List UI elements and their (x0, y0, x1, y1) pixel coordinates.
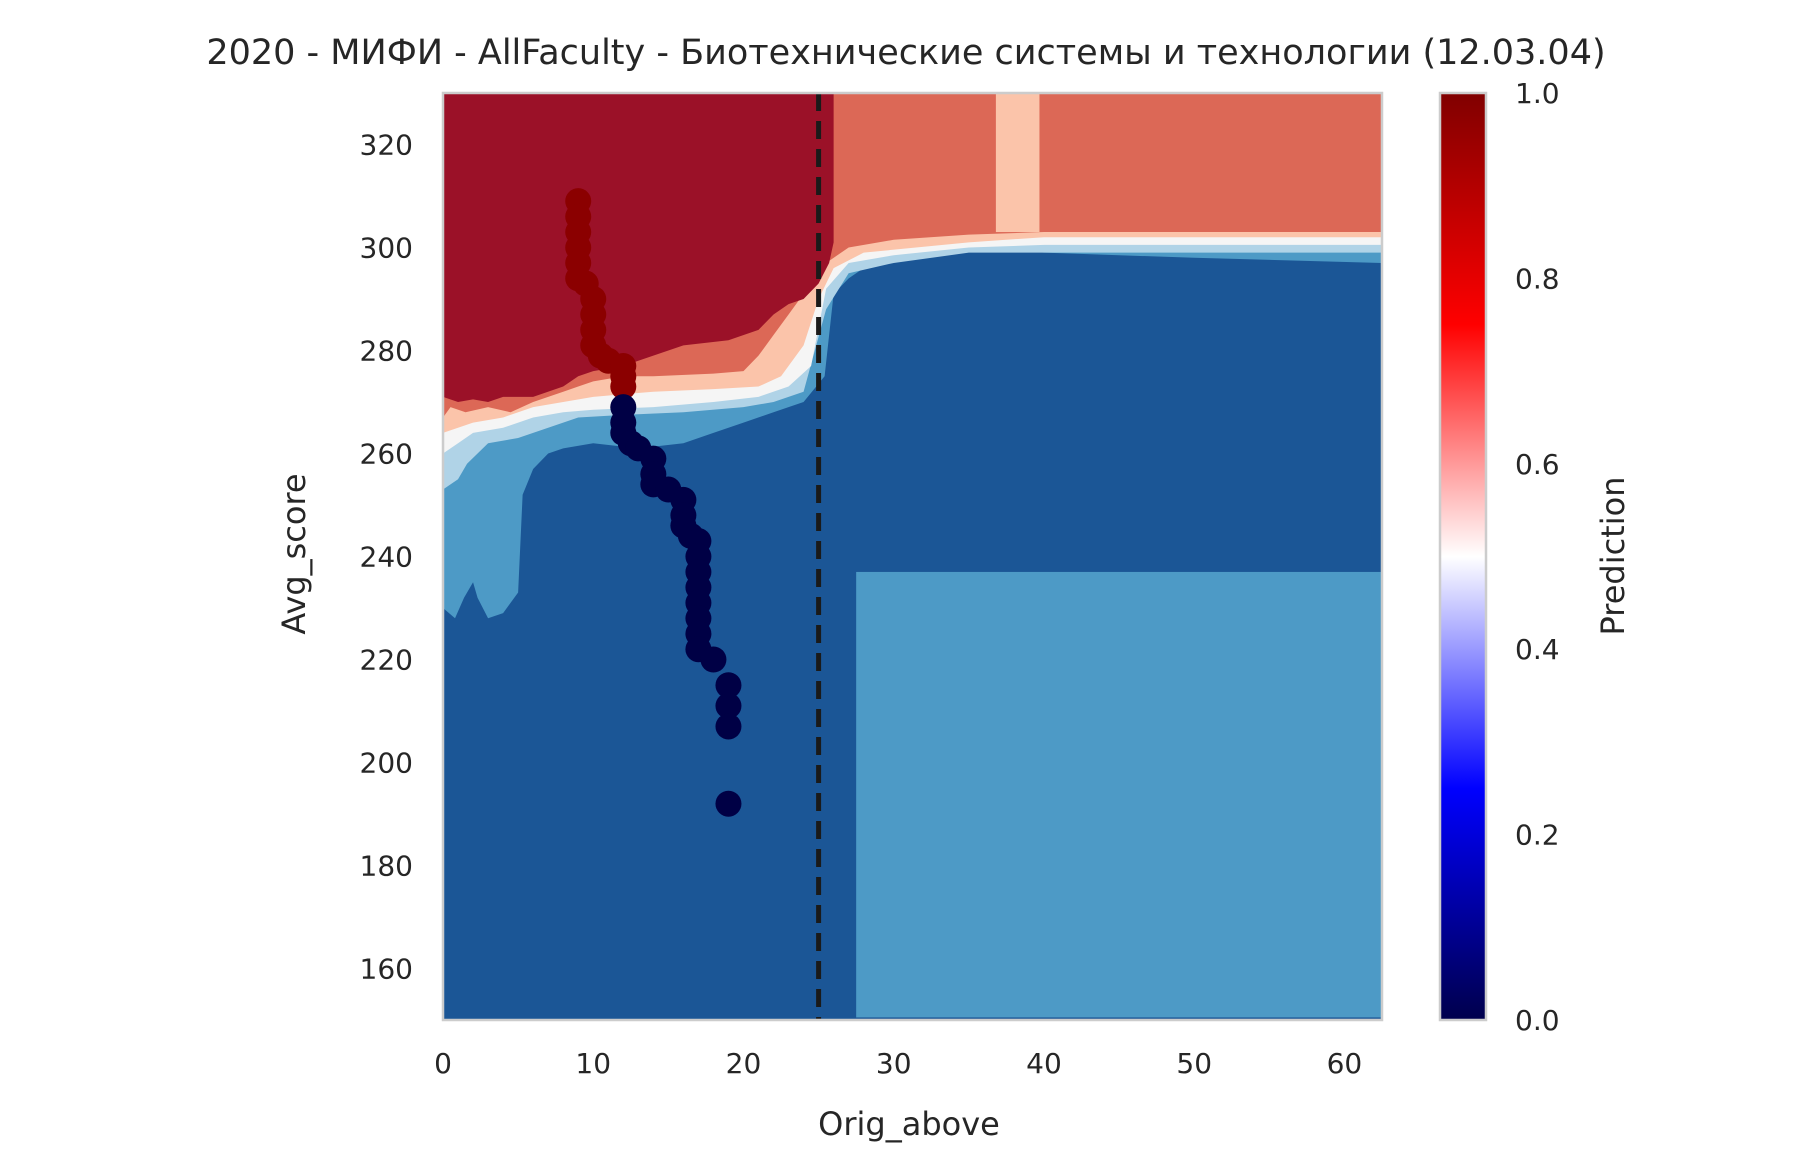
colorbar-tick-4: 0.8 (1515, 262, 1560, 295)
point-1-22 (715, 672, 742, 699)
colorbar-gradient (1438, 91, 1488, 1022)
y-axis-label: Avg_score (275, 473, 313, 634)
x-axis-ticks: 0 10 20 30 40 50 60 (434, 1047, 1362, 1080)
x-tick-3: 30 (876, 1047, 912, 1080)
y-tick-5: 260 (360, 438, 413, 471)
point-1-24 (715, 713, 742, 740)
contour-regions (443, 93, 1382, 1020)
point-1-21 (700, 646, 727, 673)
contour-band-4-strip (995, 93, 1040, 233)
colorbar-tick-2: 0.4 (1515, 633, 1560, 666)
x-tick-4: 40 (1026, 1047, 1062, 1080)
plot-area (441, 91, 1384, 1022)
y-tick-2: 200 (360, 747, 413, 780)
x-tick-5: 50 (1176, 1047, 1212, 1080)
series-1 (610, 394, 742, 817)
contour-band-6 (443, 93, 834, 402)
y-tick-6: 280 (360, 335, 413, 368)
x-tick-2: 20 (726, 1047, 762, 1080)
point-1-25 (715, 790, 742, 817)
colorbar-label: Prediction (1594, 477, 1632, 636)
y-tick-0: 160 (360, 953, 413, 986)
y-axis-ticks: 160 180 200 220 240 260 280 300 320 (360, 129, 413, 986)
y-tick-4: 240 (360, 541, 413, 574)
colorbar-ticks: 0.0 0.2 0.4 0.6 0.8 1.0 (1515, 77, 1560, 1037)
y-tick-3: 220 (360, 644, 413, 677)
x-axis-label: Orig_above (818, 1105, 1000, 1143)
series-0 (565, 188, 637, 400)
point-1-23 (715, 692, 742, 719)
y-tick-1: 180 (360, 850, 413, 883)
colorbar-tick-1: 0.2 (1515, 819, 1560, 852)
point-0-15 (610, 373, 637, 400)
y-tick-7: 300 (360, 232, 413, 265)
colorbar-tick-3: 0.6 (1515, 448, 1560, 481)
x-tick-0: 0 (434, 1047, 452, 1080)
chart-title: 2020 - МИФИ - AllFaculty - Биотехнически… (206, 33, 1605, 73)
colorbar-tick-5: 1.0 (1515, 77, 1560, 110)
contour-band-1-right (856, 571, 1382, 1018)
colorbar (1438, 91, 1488, 1022)
plot-frame (441, 91, 1384, 1022)
x-tick-6: 60 (1327, 1047, 1363, 1080)
y-tick-8: 320 (360, 129, 413, 162)
x-tick-1: 10 (575, 1047, 611, 1080)
colorbar-tick-0: 0.0 (1515, 1004, 1560, 1037)
